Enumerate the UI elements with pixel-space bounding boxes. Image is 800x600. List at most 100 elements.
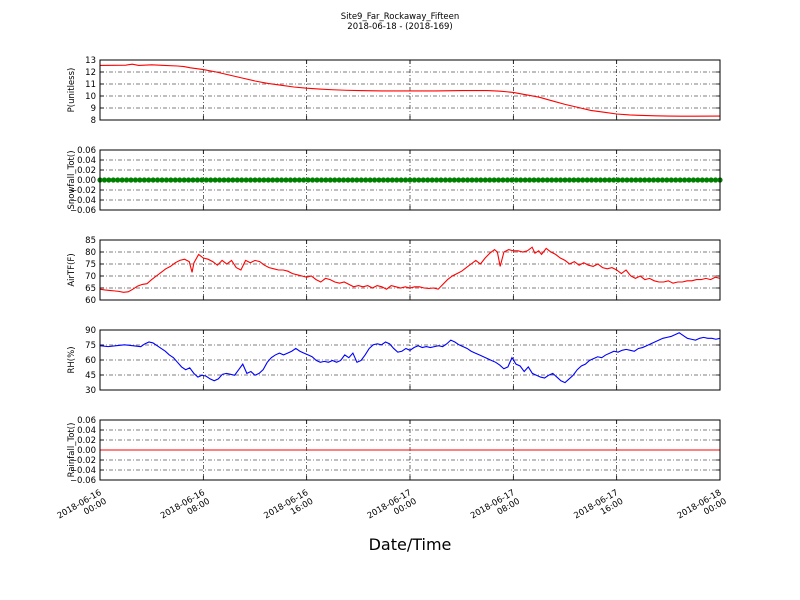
- data-point: [340, 177, 347, 183]
- data-point: [363, 177, 369, 183]
- data-point: [708, 177, 714, 183]
- data-point: [398, 177, 404, 183]
- y-tick-label: 0.06: [77, 146, 96, 156]
- y-tick-label: 45: [85, 371, 96, 381]
- data-point: [420, 177, 426, 183]
- x-axis-ticks: 2018-06-1600:00 2018-06-1608:00 2018-06-16…: [56, 488, 729, 530]
- y-tick-label: 60: [85, 296, 96, 306]
- data-point: [553, 177, 559, 183]
- data-point: [557, 177, 564, 183]
- data-point: [194, 177, 201, 183]
- data-point: [637, 177, 643, 183]
- data-point: [460, 177, 466, 183]
- data-point: [358, 177, 364, 183]
- data-point: [380, 177, 387, 183]
- data-point: [323, 177, 329, 183]
- data-point: [106, 177, 112, 183]
- axes-frame: [99, 59, 721, 121]
- data-point: [535, 177, 542, 183]
- data-point: [650, 177, 657, 183]
- y-tick-label: 0.06: [77, 416, 96, 426]
- data-point: [407, 177, 413, 183]
- y-tick-label: 90: [85, 326, 96, 336]
- data-point: [442, 177, 449, 183]
- data-point: [495, 177, 502, 183]
- data-point: [402, 177, 409, 183]
- y-tick-label: −0.06: [70, 206, 96, 216]
- data-point: [593, 177, 599, 183]
- y-tick-label: 0.00: [77, 176, 96, 186]
- data-point: [216, 177, 223, 183]
- data-point: [172, 177, 178, 183]
- x-tick-label: 2018-06-1608:00: [159, 488, 212, 530]
- data-point: [588, 177, 595, 183]
- data-point: [234, 177, 240, 183]
- y-tick-label: 75: [85, 260, 96, 270]
- data-point: [482, 177, 488, 183]
- chart-subtitle: 2018-06-18 - (2018-169): [347, 22, 452, 32]
- axes-frame: [99, 329, 721, 391]
- data-point: [318, 177, 325, 183]
- data-point: [712, 177, 719, 183]
- x-tick-label: 2018-06-1600:00: [56, 488, 109, 530]
- data-point: [681, 177, 688, 183]
- data-point: [478, 177, 484, 183]
- data-point: [185, 177, 192, 183]
- data-point: [110, 177, 116, 183]
- data-point: [270, 177, 276, 183]
- data-point: [159, 177, 165, 183]
- data-point: [265, 177, 271, 183]
- data-point: [376, 177, 382, 183]
- data-point: [500, 177, 506, 183]
- data-point: [389, 177, 395, 183]
- data-point: [575, 177, 581, 183]
- data-point: [203, 177, 209, 183]
- data-point: [296, 177, 302, 183]
- y-tick-label: 70: [85, 272, 96, 282]
- data-point: [261, 177, 267, 183]
- panel-3: 60 65 70 75 80 85 AirTF(F): [67, 236, 721, 306]
- y-tick-label: 85: [85, 236, 96, 246]
- axes-frame: [99, 419, 721, 481]
- panel-1: 8 9 10 11 12 13 P(unitless): [67, 56, 721, 126]
- data-point: [562, 177, 568, 183]
- data-point: [584, 177, 590, 183]
- y-tick-label: 0.02: [77, 166, 96, 176]
- x-tick-label: 2018-06-1800:00: [676, 488, 729, 530]
- data-point: [301, 177, 307, 183]
- y-tick-label: 65: [85, 284, 96, 294]
- x-tick-label: 2018-06-1616:00: [262, 488, 315, 530]
- data-point: [119, 177, 125, 183]
- data-point: [309, 177, 316, 183]
- data-point: [154, 177, 161, 183]
- data-point: [252, 177, 258, 183]
- y-tick-label: 0.00: [77, 446, 96, 456]
- y-axis-label: RH(%): [67, 346, 77, 373]
- data-point: [332, 177, 338, 183]
- axes-frame: [99, 149, 721, 211]
- data-point: [132, 177, 139, 183]
- y-tick-label: 80: [85, 248, 96, 258]
- y-tick-label: 0.04: [77, 156, 96, 166]
- data-point: [491, 177, 497, 183]
- data-point: [225, 177, 232, 183]
- y-axis-label: P(unitless): [67, 68, 77, 113]
- panel-5: −0.06−0.04−0.020.000.020.040.06Rainfall_…: [67, 416, 721, 486]
- y-tick-label: −0.02: [70, 186, 96, 196]
- data-point: [686, 177, 692, 183]
- data-point: [305, 177, 311, 183]
- y-tick-label: 8: [91, 116, 96, 126]
- data-point: [456, 177, 462, 183]
- data-point: [655, 177, 661, 183]
- y-tick-label: 0.02: [77, 436, 96, 446]
- y-axis-label: Snowfall_Tot(): [67, 150, 77, 209]
- x-tick-label: 2018-06-1700:00: [366, 488, 419, 530]
- data-point: [611, 177, 617, 183]
- data-point: [292, 177, 298, 183]
- y-axis-label: AirTF(F): [67, 253, 77, 286]
- data-point: [544, 177, 550, 183]
- data-point: [367, 177, 373, 183]
- data-point: [602, 177, 608, 183]
- data-point: [642, 177, 648, 183]
